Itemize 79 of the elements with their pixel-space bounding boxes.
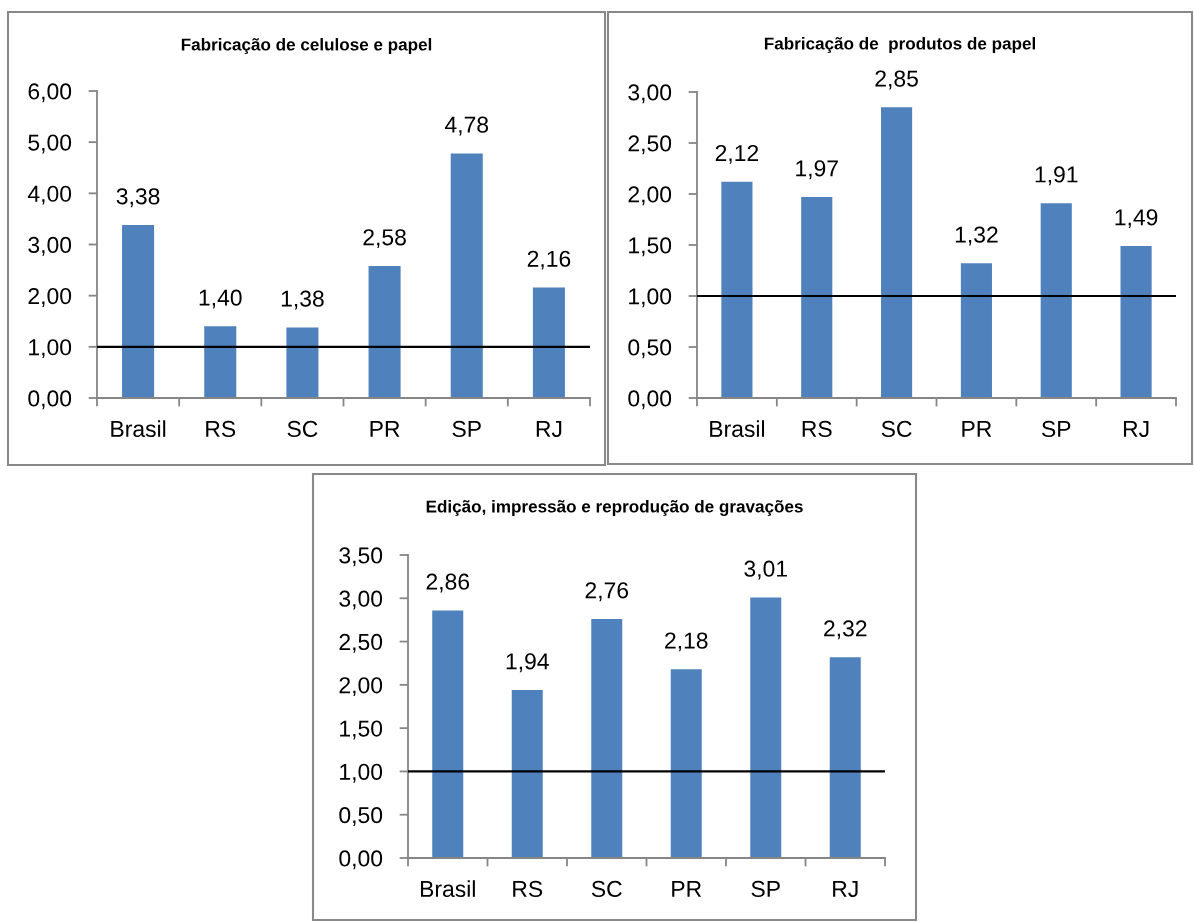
- y-tick-label: 1,00: [629, 288, 672, 308]
- y-tick-label: 3,50: [339, 547, 383, 567]
- y-tick-label: 1,50: [340, 720, 383, 740]
- x-tick-label: SC: [591, 880, 622, 898]
- y-tick-label: 1,00: [29, 339, 72, 359]
- data-label: 1,49: [1115, 209, 1158, 229]
- data-label: 2,32: [824, 620, 867, 640]
- x-tick-label: PR: [962, 421, 992, 437]
- data-label: 2,16: [527, 250, 571, 270]
- bar: [511, 690, 543, 858]
- y-tick-label: 0,00: [28, 390, 72, 410]
- bar: [368, 265, 401, 398]
- y-tick-label: 1,00: [340, 763, 383, 783]
- bar: [1040, 203, 1072, 398]
- data-label: 1,38: [281, 290, 324, 310]
- bar: [881, 107, 913, 398]
- y-tick-label: 0,00: [628, 390, 672, 410]
- bar: [122, 225, 155, 398]
- data-label: 2,76: [585, 582, 629, 602]
- x-tick-label: PR: [370, 421, 400, 437]
- data-label: 4,78: [444, 116, 489, 136]
- bar: [721, 181, 753, 398]
- y-tick-label: 6,00: [28, 83, 72, 103]
- x-tick-label: RS: [206, 420, 236, 438]
- bar: [1120, 246, 1152, 398]
- data-label: 2,18: [665, 632, 708, 652]
- data-label: 1,32: [955, 226, 998, 246]
- y-tick-label: 4,00: [27, 185, 72, 205]
- bar: [670, 669, 702, 858]
- x-tick-label: SP: [1042, 420, 1071, 438]
- y-tick-label: 5,00: [28, 134, 72, 154]
- bar: [591, 619, 623, 858]
- x-tick-label: SP: [751, 880, 780, 898]
- chart-title: Edição, impressão e reprodução de gravações: [426, 500, 803, 516]
- data-label: 1,94: [506, 653, 549, 673]
- data-label: 2,85: [875, 70, 918, 90]
- y-tick-label: 2,50: [339, 633, 383, 653]
- x-tick-label: SP: [452, 420, 481, 438]
- x-tick-label: Brasil: [710, 420, 765, 438]
- x-tick-label: SC: [881, 420, 912, 438]
- x-tick-label: RJ: [1123, 421, 1149, 438]
- data-label: 1,40: [199, 289, 242, 309]
- bar: [432, 610, 464, 858]
- x-tick-label: PR: [672, 881, 702, 897]
- bar: [829, 657, 861, 858]
- bar: [450, 153, 483, 398]
- y-tick-label: 2,50: [628, 135, 672, 155]
- y-tick-label: 2,00: [28, 287, 72, 307]
- data-label: 2,12: [715, 144, 759, 164]
- y-tick-label: 2,00: [628, 186, 672, 206]
- chart-title: Fabricação de produtos de papel: [764, 37, 1036, 53]
- bar: [801, 197, 833, 398]
- data-label: 2,86: [426, 573, 470, 593]
- data-label: 3,38: [116, 188, 160, 208]
- bar: [960, 263, 992, 398]
- y-tick-label: 0,50: [339, 807, 383, 826]
- y-tick-label: 1,50: [629, 237, 672, 257]
- x-tick-label: RS: [802, 420, 832, 438]
- x-tick-label: RS: [513, 880, 543, 898]
- y-tick-label: 0,00: [339, 850, 383, 870]
- bar: [286, 327, 319, 398]
- y-tick-label: 3,00: [628, 84, 672, 104]
- y-tick-label: 3,00: [339, 590, 383, 610]
- y-tick-label: 2,00: [339, 677, 383, 697]
- y-tick-label: 3,00: [28, 236, 72, 256]
- data-label: 3,01: [744, 560, 787, 580]
- bar: [204, 326, 237, 398]
- chart-title: Fabricação de celulose e papel: [181, 38, 432, 54]
- x-tick-label: SC: [287, 420, 318, 438]
- x-tick-label: Brasil: [420, 880, 475, 898]
- x-tick-label: Brasil: [111, 420, 166, 438]
- data-label: 2,58: [363, 229, 406, 249]
- x-tick-label: RJ: [536, 421, 562, 438]
- x-tick-label: RJ: [833, 881, 858, 898]
- data-label: 1,91: [1035, 166, 1078, 186]
- bar: [750, 597, 782, 858]
- y-tick-label: 0,50: [628, 339, 672, 359]
- bar: [532, 287, 565, 398]
- data-label: 1,97: [796, 160, 838, 180]
